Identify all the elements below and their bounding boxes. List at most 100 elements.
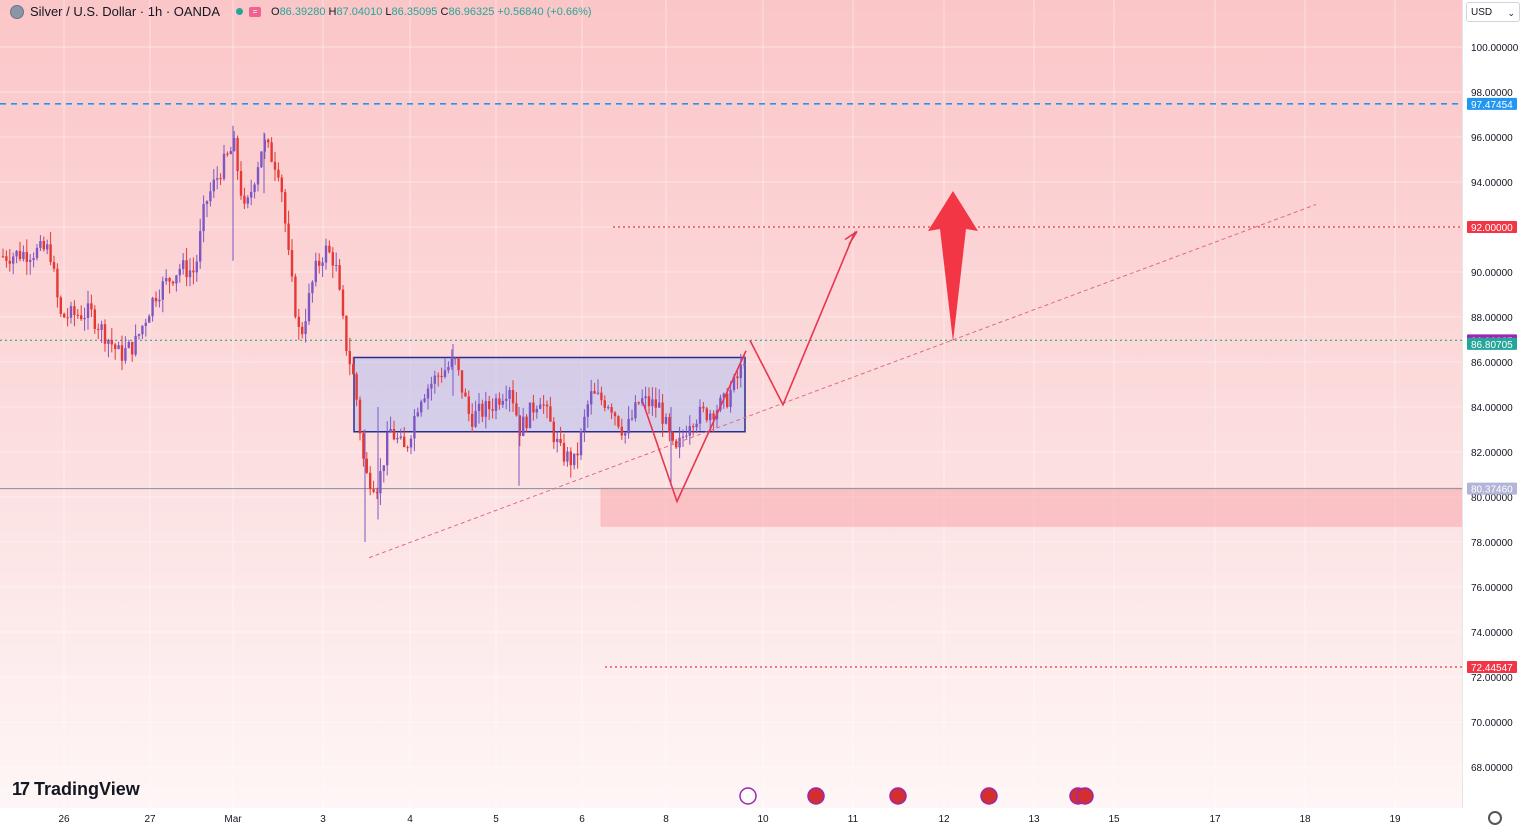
candle-body [263,139,266,152]
time-tick-label: 8 [663,814,669,825]
candle-body [607,407,610,409]
symbol-title[interactable]: Silver / U.S. Dollar · 1h · OANDA [30,4,220,19]
projection-path [749,231,856,407]
price-tick-label: 100.00000 [1471,43,1519,54]
zigzag-path [642,350,747,504]
candle-body [413,416,416,439]
candle-body [318,260,321,266]
candle-body [352,364,355,375]
candle-body [365,458,368,473]
candle-body [654,399,657,408]
candle-body [335,265,338,267]
candle-body [719,397,722,411]
candle-body [416,412,419,417]
candle-body [22,252,25,260]
candle-body [396,437,399,440]
settings-icon[interactable] [1488,811,1502,825]
price-axis-svg: 100.00000 98.00000 96.00000 94.00000 92.0000… [1467,43,1519,774]
candle-body [294,276,297,317]
high-key: H [328,5,337,18]
candle-body [301,326,304,335]
candles [1,125,746,542]
candle-body [403,436,406,448]
time-tick-label: 18 [1299,814,1311,825]
candle-body [474,411,477,427]
chart-plot-area[interactable] [0,0,1462,808]
time-tick-label: 12 [938,814,950,825]
candle-body [341,289,345,316]
candle-body [273,161,277,170]
candle-body [681,436,685,438]
tradingview-logo[interactable]: 17 TradingView [12,779,140,800]
candle-body [348,350,351,365]
time-tick-label: 17 [1209,814,1221,825]
flag-icon[interactable]: = [249,6,261,17]
candle-body [8,260,11,264]
candle-body [372,489,375,492]
demand-zone [600,487,1462,527]
candle-body [229,151,232,155]
candle-body [253,184,256,192]
candle-body [675,440,678,448]
candle-body [114,344,117,350]
candle-body [477,403,481,412]
candle-body [236,137,239,172]
candle-body [382,465,385,472]
price-tick-label: 86.00000 [1471,358,1513,369]
candle-body [355,374,358,400]
candle-body [103,324,107,344]
currency-select[interactable]: USD ⌄ [1466,2,1520,22]
time-axis-svg: 26 27 Mar 3 4 5 6 8 10 11 12 13 15 17 18 19 [58,814,1401,825]
candle-body [386,432,389,466]
candle-body [165,278,168,282]
us-flag-event-icon [1076,787,1094,805]
candle-body [668,417,671,433]
candle-body [450,358,453,368]
price-tick-label: 96.00000 [1471,133,1513,144]
candle-body [617,416,620,427]
candle-body [613,412,617,417]
open-key: O [271,5,280,18]
price-tick-label: 68.00000 [1471,763,1513,774]
price-label: 72.44547 [1471,663,1513,674]
candle-body [505,398,508,401]
change-value: +0.56840 (+0.66%) [497,5,592,18]
candle-body [219,178,222,180]
candle-body [600,392,603,401]
candle-body [175,275,178,284]
drawings [368,191,1317,559]
candle-body [151,297,154,317]
candle-body [698,406,702,424]
candle-body [222,153,226,179]
time-tick-label: 4 [407,814,413,825]
candle-body [739,364,742,379]
price-label: 86.80705 [1471,340,1513,351]
candle-body [709,413,712,421]
candle-body [590,391,593,405]
price-label-bg [1467,97,1517,110]
price-tick-label: 90.00000 [1471,268,1513,279]
candle-body [307,293,311,322]
candle-body [168,278,171,282]
time-axis[interactable]: 26 27 Mar 3 4 5 6 8 10 11 12 13 15 17 18 19 [0,808,1526,828]
candle-body [705,408,708,421]
candle-body [658,402,661,408]
candle-body [137,334,141,336]
candle-body [743,364,746,366]
candle-body [117,345,120,350]
candle-body [328,245,331,253]
candle-body [97,328,100,330]
candle-body [154,297,158,302]
symbol-legend[interactable]: Silver / U.S. Dollar · 1h · OANDA = O86.… [10,4,592,19]
candle-body [209,191,212,202]
candle-body [93,309,96,329]
candle-body [290,249,294,277]
candle-body [535,408,538,413]
event-icons[interactable] [739,787,1094,805]
candle-body [454,358,457,360]
candle-body [311,281,314,294]
price-axis[interactable]: 100.00000 98.00000 96.00000 94.00000 92.0000… [1462,0,1526,808]
candle-body [199,231,202,262]
candle-body [399,436,402,438]
candle-body [90,303,93,310]
